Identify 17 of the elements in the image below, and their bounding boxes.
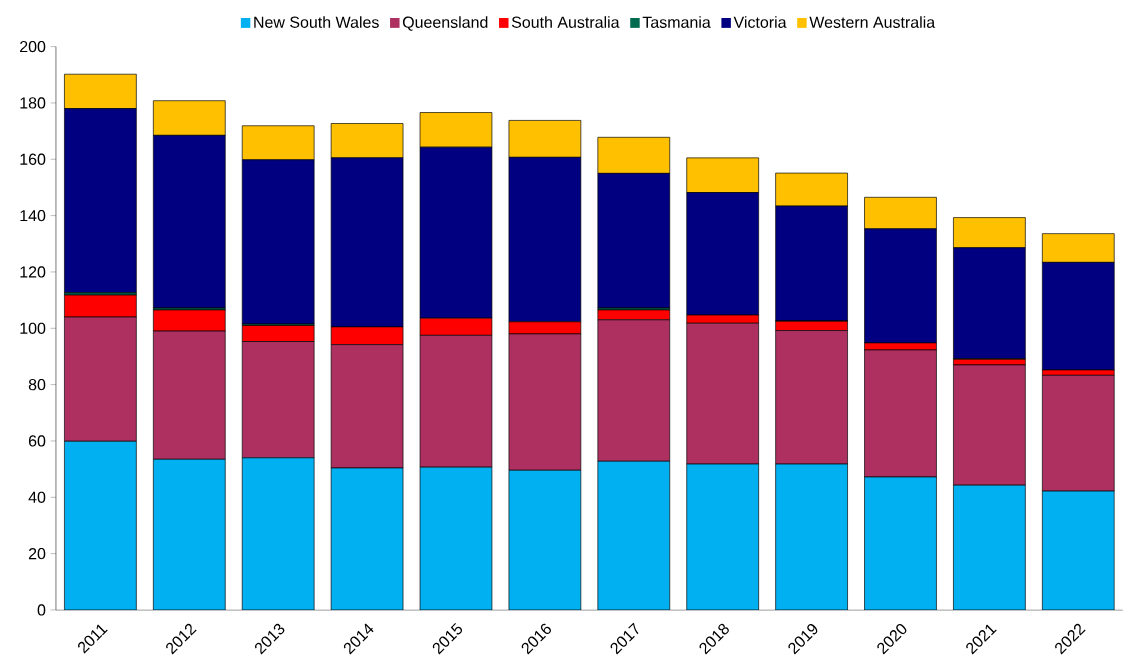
y-tick-label: 180 (20, 97, 46, 109)
legend-label: Western Australia (809, 16, 936, 28)
legend-label: Victoria (733, 16, 787, 28)
y-tick-label: 160 (20, 153, 46, 165)
y-tick-label: 140 (20, 210, 46, 222)
y-tick-label: 20 (28, 548, 46, 560)
y-tick-label: 100 (20, 322, 46, 334)
y-tick-label: 80 (28, 379, 46, 391)
y-tick-label: 0 (37, 604, 46, 616)
legend-label: Tasmania (642, 16, 711, 28)
legend-label: Queensland (402, 16, 488, 31)
legend-label: South Australia (511, 16, 620, 28)
y-tick-label: 60 (28, 435, 46, 447)
y-tick-label: 40 (28, 491, 46, 503)
y-tick-label: 200 (20, 41, 46, 53)
legend-label: New South Wales (254, 16, 379, 28)
y-tick-label: 120 (20, 266, 46, 278)
